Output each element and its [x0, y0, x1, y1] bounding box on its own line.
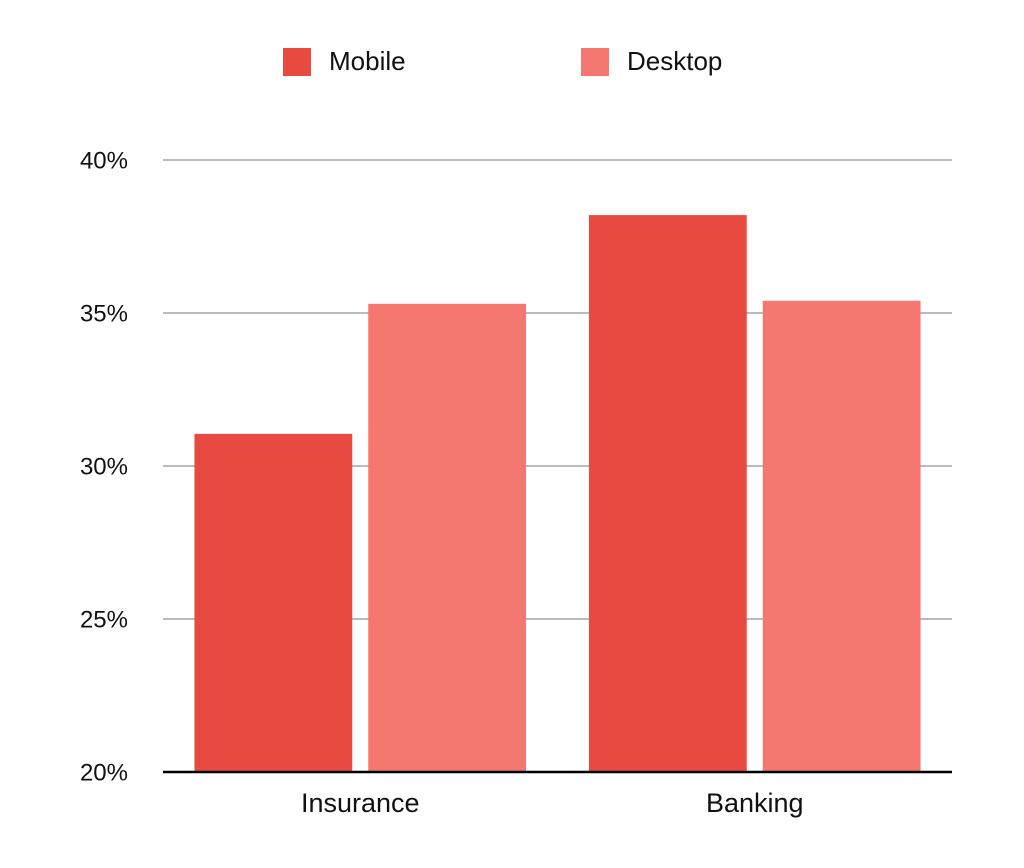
legend-label: Desktop [627, 46, 722, 76]
bar [368, 303, 527, 772]
y-tick-label: 30% [80, 453, 128, 480]
x-tick-label: Insurance [301, 788, 420, 818]
legend-label: Mobile [329, 46, 406, 76]
bar [762, 300, 921, 772]
legend-swatch [283, 48, 311, 76]
y-tick-label: 20% [80, 759, 128, 786]
legend-swatch [581, 48, 609, 76]
x-tick-label: Banking [706, 788, 804, 818]
bar [194, 433, 353, 772]
y-tick-label: 35% [80, 300, 128, 327]
bar [588, 215, 747, 772]
y-tick-label: 25% [80, 606, 128, 633]
y-tick-label: 40% [80, 147, 128, 174]
